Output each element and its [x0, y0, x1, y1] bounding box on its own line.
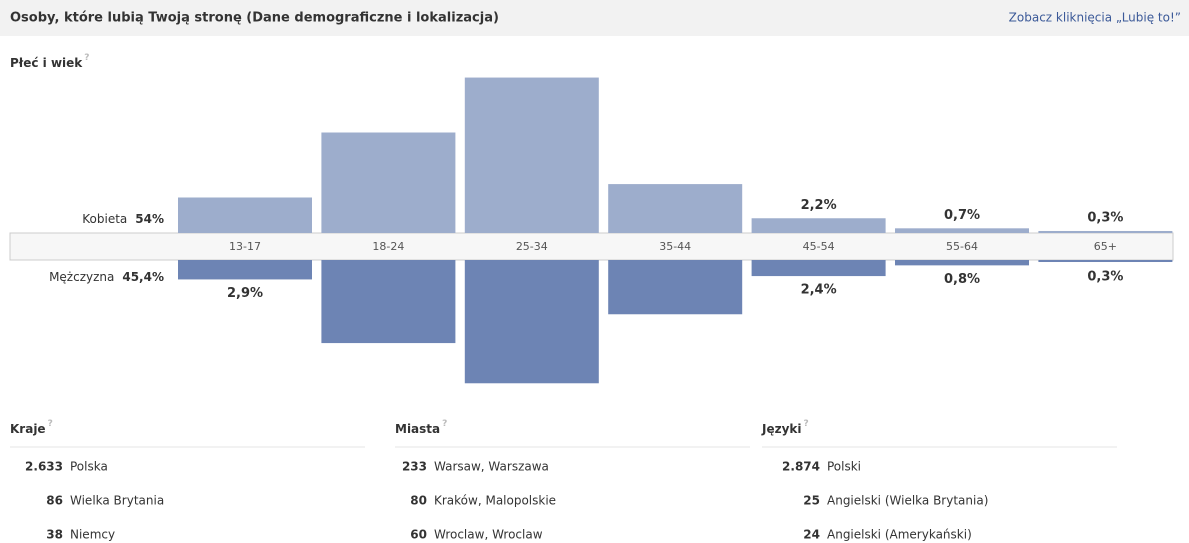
help-icon: ? — [48, 419, 53, 429]
list-count: 60 — [410, 528, 427, 542]
help-icon[interactable]: ? — [84, 53, 89, 63]
age-label: 35-44 — [659, 240, 691, 253]
list-name: Polski — [827, 460, 861, 474]
list-count: 24 — [803, 528, 820, 542]
bar — [1038, 260, 1173, 263]
age-label: 65+ — [1094, 240, 1117, 253]
list-name: Warsaw, Warszawa — [434, 460, 549, 474]
bar — [464, 260, 599, 384]
list-count: 38 — [46, 528, 63, 542]
series-name: Mężczyzna — [49, 270, 114, 284]
list-name: Angielski (Wielka Brytania) — [827, 494, 988, 508]
series-label: Mężczyzna 45,4% — [49, 270, 164, 284]
list-count: 80 — [410, 494, 427, 508]
bar — [751, 218, 886, 233]
value-label: 0,7% — [944, 208, 980, 223]
help-icon: ? — [442, 419, 447, 429]
value-label: 18,4% — [509, 390, 554, 405]
series-label: Kobieta 54% — [82, 212, 164, 226]
list-count: 25 — [803, 494, 820, 508]
section-title: Płeć i wiek? — [10, 53, 90, 70]
bar — [608, 184, 743, 233]
bar — [895, 228, 1029, 233]
series-total: 54% — [135, 212, 164, 226]
series-name: Kobieta — [82, 212, 127, 226]
list-name: Niemcy — [70, 528, 115, 542]
series-total: 45,4% — [122, 270, 164, 284]
list-count: 233 — [402, 460, 427, 474]
value-label: 2,9% — [227, 286, 263, 301]
list-name: Wroclaw, Wroclaw — [434, 528, 543, 542]
age-label: 55-64 — [946, 240, 978, 253]
list-count: 2.633 — [25, 460, 63, 474]
bar — [321, 260, 456, 344]
list-title: Kraje? — [10, 419, 53, 436]
list-title-text: Języki — [761, 422, 802, 436]
age-label: 18-24 — [372, 240, 404, 253]
value-label: 15% — [373, 112, 404, 127]
value-label: 0,3% — [1087, 210, 1123, 225]
chart-title: Płeć i wiek — [10, 56, 83, 70]
bar — [321, 132, 456, 233]
value-label: 7,3% — [657, 164, 693, 179]
value-label: 0,3% — [1087, 270, 1123, 285]
age-label: 25-34 — [516, 240, 548, 253]
value-label: 5,3% — [227, 177, 263, 192]
value-label: 2,2% — [801, 198, 837, 213]
bar — [1038, 230, 1173, 233]
list-name: Wielka Brytania — [70, 494, 164, 508]
header-bar — [0, 0, 1189, 36]
list-title-text: Miasta — [395, 422, 440, 436]
list-title: Miasta? — [395, 419, 447, 436]
value-label: 23,2% — [509, 57, 554, 72]
bar — [608, 260, 743, 315]
list-title: Języki? — [761, 419, 809, 436]
list-name: Polska — [70, 460, 108, 474]
list-count: 86 — [46, 494, 63, 508]
bar — [895, 260, 1029, 266]
list-name: Angielski (Amerykański) — [827, 528, 972, 542]
bar — [464, 77, 599, 233]
value-label: 2,4% — [801, 283, 837, 298]
header-link[interactable]: Zobacz kliknięcia „Lubię to!” — [1009, 11, 1181, 25]
bar — [178, 260, 312, 280]
value-label: 0,8% — [944, 272, 980, 287]
list-count: 2.874 — [782, 460, 820, 474]
header-title: Osoby, które lubią Twoją stronę (Dane de… — [10, 11, 499, 26]
age-band — [9, 232, 1174, 261]
list-name: Kraków, Malopolskie — [434, 494, 556, 508]
bar — [751, 260, 886, 277]
age-label: 13-17 — [229, 240, 261, 253]
value-label: 8,1% — [657, 321, 693, 336]
age-label: 45-54 — [803, 240, 835, 253]
help-icon: ? — [804, 419, 809, 429]
value-label: 12,4% — [366, 350, 411, 365]
bar — [178, 197, 312, 233]
list-title-text: Kraje — [10, 422, 46, 436]
